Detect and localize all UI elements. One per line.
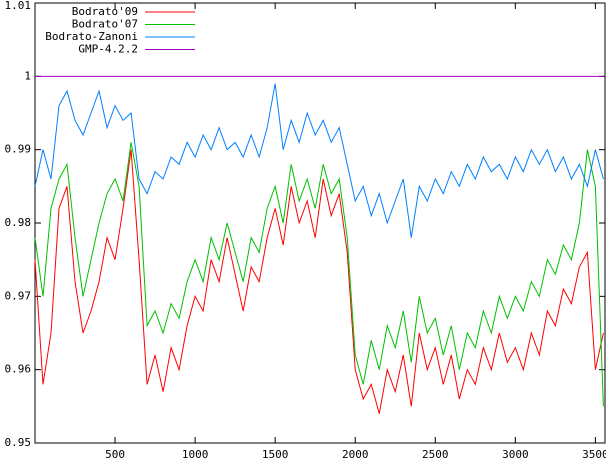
legend-label: GMP-4.2.2 — [78, 43, 138, 56]
x-tick-label: 3500 — [582, 448, 606, 461]
y-tick-label: 0.97 — [5, 289, 32, 302]
x-tick-label: 1000 — [182, 448, 209, 461]
legend-label: Bodrato'07 — [72, 18, 138, 31]
y-tick-label: 0.99 — [5, 143, 32, 156]
x-tick-label: 1500 — [262, 448, 289, 461]
series-line — [34, 149, 604, 414]
x-tick-label: 2000 — [342, 448, 369, 461]
series-line — [34, 83, 604, 238]
x-tick-label: 3000 — [502, 448, 529, 461]
y-tick-label: 1 — [24, 69, 31, 82]
series-line — [34, 142, 604, 407]
y-tick-label: 0.96 — [5, 363, 32, 376]
x-tick-label: 2500 — [422, 448, 449, 461]
legend-label: Bodrato'09 — [72, 5, 138, 18]
y-tick-label: 0.98 — [5, 216, 32, 229]
y-tick-label: 1.01 — [5, 0, 32, 12]
y-tick-label: 0.95 — [5, 436, 32, 449]
legend-label: Bodrato-Zanoni — [45, 30, 138, 43]
x-tick-label: 500 — [105, 448, 125, 461]
